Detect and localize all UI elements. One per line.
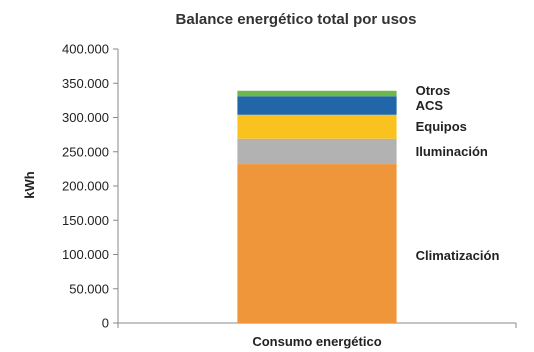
bar-segment-equipos <box>237 114 397 139</box>
bar-segment-iluminacion <box>237 138 397 165</box>
segment-label: Climatización <box>416 248 500 263</box>
y-tick-label: 250.000 <box>62 144 109 159</box>
y-tick-label: 350.000 <box>62 76 109 91</box>
y-axis-label: kWh <box>22 171 37 199</box>
bar-segment-acs <box>237 96 397 115</box>
x-axis-ticks: Consumo energético <box>117 323 517 349</box>
segment-label: Iluminación <box>416 144 488 159</box>
y-tick-label: 50.000 <box>69 281 109 296</box>
y-tick-label: 200.000 <box>62 179 109 194</box>
y-tick-label: 150.000 <box>62 213 109 228</box>
bar-segment-climatizacion <box>237 164 397 323</box>
y-tick-label: 100.000 <box>62 247 109 262</box>
y-axis-ticks: 0 50.000 100.000 150.000 200.000 250.000 300.0… <box>62 42 118 331</box>
bar-segments <box>237 90 397 323</box>
x-tick-label: Consumo energético <box>252 334 381 349</box>
chart-title: Balance energético total por usos <box>176 11 417 28</box>
segment-label: ACS <box>416 98 444 113</box>
y-tick-label: 400.000 <box>62 42 109 57</box>
y-tick-label: 300.000 <box>62 110 109 125</box>
segment-label: Otros <box>416 83 451 98</box>
bar-segment-otros <box>237 90 397 97</box>
segment-label: Equipos <box>416 119 467 134</box>
y-tick-label: 0 <box>102 316 109 331</box>
